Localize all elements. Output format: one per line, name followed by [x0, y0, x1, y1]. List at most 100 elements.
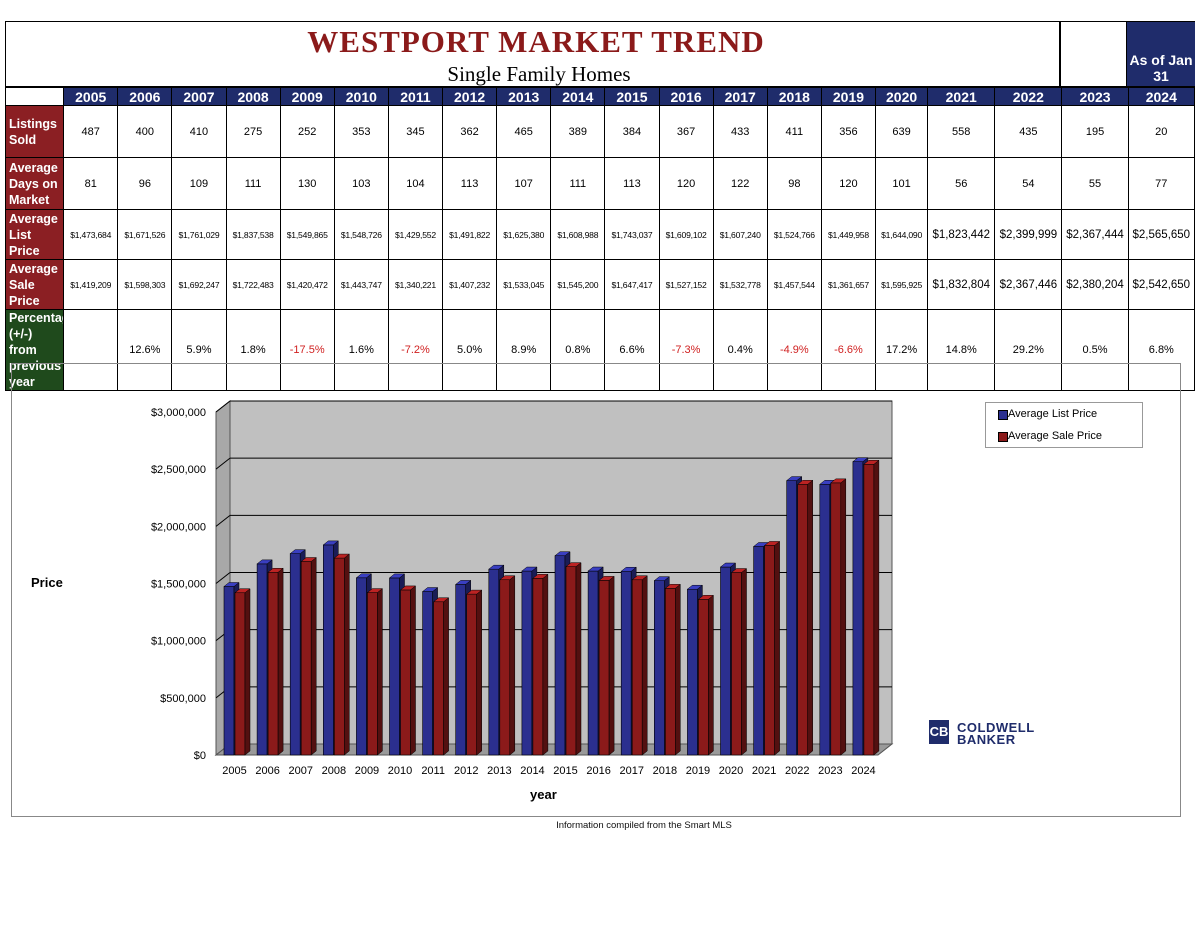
- x-tick-label: 2013: [487, 765, 511, 777]
- bar-top-sale-2016: [598, 576, 615, 581]
- year-header: 2006: [117, 87, 173, 106]
- legend-item-list: Average List Price: [998, 408, 1097, 420]
- pct-change-row: Percentage (+/-) from previous year 12.6%…: [4, 309, 1196, 391]
- table-cell: $1,644,090: [875, 209, 929, 260]
- row-header: Average Days on Market: [4, 157, 65, 210]
- table-cell: 109: [171, 157, 227, 210]
- bar-side-sale-2016: [608, 575, 615, 756]
- bar-sale-2014: [532, 578, 544, 756]
- row-header: Average Sale Price: [4, 259, 65, 310]
- bar-top-sale-2022: [796, 480, 814, 485]
- bar-top-list-2022: [785, 476, 803, 481]
- y-tick-label: $1,000,000: [151, 636, 206, 648]
- bar-list-2006: [256, 563, 268, 756]
- table-cell: $1,443,747: [333, 259, 389, 310]
- bar-side-sale-2021: [774, 540, 780, 756]
- bar-sale-2011: [433, 601, 444, 756]
- table-cell: $2,399,999: [994, 209, 1063, 260]
- bar-side-sale-2015: [575, 562, 582, 756]
- bar-top-list-2017: [620, 566, 637, 572]
- corner-cell: [4, 87, 65, 106]
- bar-top-sale-2007: [300, 557, 317, 562]
- table-cell: $2,565,650: [1127, 209, 1196, 260]
- y-gridline-side: [215, 457, 231, 470]
- bar-top-list-2005: [223, 582, 240, 587]
- table-cell: 389: [550, 105, 606, 158]
- bar-sale-2007: [300, 561, 312, 756]
- report-header: WESTPORT MARKET TREND Single Family Home…: [5, 21, 1195, 87]
- bar-sale-2016: [598, 580, 610, 756]
- bar-side-sale-2005: [244, 588, 251, 756]
- bar-list-2013: [488, 568, 500, 756]
- legend-label-sale: Average Sale Price: [1008, 430, 1102, 442]
- table-cell: 20: [1127, 105, 1196, 158]
- bar-top-list-2020: [719, 562, 737, 568]
- table-cell: 433: [712, 105, 768, 158]
- table-cell: $2,367,444: [1061, 209, 1129, 260]
- y-gridline-side: [215, 572, 231, 584]
- bar-list-2016: [587, 570, 599, 756]
- y-gridline-side: [215, 514, 231, 527]
- table-cell: 8.9%: [496, 309, 552, 391]
- table-cell: 252: [279, 105, 335, 158]
- x-tick-label: 2015: [553, 765, 577, 777]
- bar-side-sale-2022: [807, 479, 813, 756]
- bar-side-sale-2006: [277, 567, 284, 756]
- year-header: 2016: [658, 87, 714, 106]
- bar-side-sale-2017: [641, 575, 648, 756]
- bar-list-2022: [786, 480, 798, 756]
- year-header: 2023: [1061, 87, 1129, 106]
- year-header: 2017: [712, 87, 768, 106]
- bar-list-2018: [653, 580, 665, 756]
- table-cell: 17.2%: [875, 309, 929, 391]
- as-of-cell: As of Jan 31: [1127, 22, 1195, 86]
- table-cell: 120: [658, 157, 714, 210]
- bar-side-sale-2014: [542, 573, 549, 756]
- table-cell: 55: [1061, 157, 1129, 210]
- y-tick-label: $500,000: [160, 693, 206, 705]
- table-cell: $2,380,204: [1061, 259, 1129, 310]
- row-header: Percentage (+/-) from previous year: [4, 309, 65, 391]
- bar-top-sale-2019: [697, 595, 715, 600]
- bar-top-list-2006: [256, 559, 273, 565]
- table-cell: 6.8%: [1127, 309, 1196, 391]
- header-divider: [1059, 22, 1061, 86]
- year-header: 2015: [604, 87, 660, 106]
- x-axis-label: year: [530, 787, 557, 802]
- logo-text-line1: COLDWELL: [957, 720, 1035, 735]
- table-cell: 435: [994, 105, 1063, 158]
- table-cell: 5.9%: [171, 309, 227, 391]
- bar-top-sale-2009: [366, 588, 384, 593]
- table-cell: 113: [442, 157, 498, 210]
- bar-top-sale-2010: [399, 585, 417, 591]
- table-cell: 98: [766, 157, 822, 210]
- y-axis-label: Price: [31, 575, 63, 590]
- row-header: Average List Price: [4, 209, 65, 260]
- table-cell: 487: [63, 105, 119, 158]
- legend-item-sale: Average Sale Price: [998, 430, 1102, 442]
- bar-side-sale-2018: [675, 583, 681, 756]
- bar-top-sale-2023: [830, 478, 847, 484]
- table-cell: [63, 309, 119, 391]
- bar-sale-2015: [565, 566, 577, 756]
- table-cell: $2,542,650: [1127, 259, 1196, 310]
- days-on-market-row: Average Days on Market 81 96 109 111 130 103 10…: [4, 157, 1196, 210]
- y-tick-label: $3,000,000: [151, 407, 206, 419]
- table-cell: 639: [875, 105, 929, 158]
- bar-side-sale-2011: [443, 597, 449, 756]
- x-tick-label: 2016: [586, 765, 610, 777]
- year-header-row: 2005 2006 2007 2008 2009 2010 2011 2012 2013 2014…: [4, 87, 1196, 106]
- bar-side-sale-2020: [741, 568, 747, 756]
- y-tick-label: $2,500,000: [151, 464, 206, 476]
- table-cell: 0.8%: [550, 309, 606, 391]
- bar-top-sale-2018: [664, 584, 682, 589]
- table-cell: $1,832,804: [927, 259, 996, 310]
- report-title: WESTPORT MARKET TREND: [307, 24, 765, 59]
- logo-text-line2: BANKER: [957, 732, 1016, 747]
- chart-legend: Average List Price Average Sale Price: [985, 402, 1143, 448]
- table-cell: -17.5%: [279, 309, 335, 391]
- bar-side-sale-2019: [708, 594, 714, 756]
- bar-sale-2018: [664, 588, 676, 756]
- bar-sale-2023: [830, 482, 842, 756]
- x-tick-label: 2021: [752, 765, 776, 777]
